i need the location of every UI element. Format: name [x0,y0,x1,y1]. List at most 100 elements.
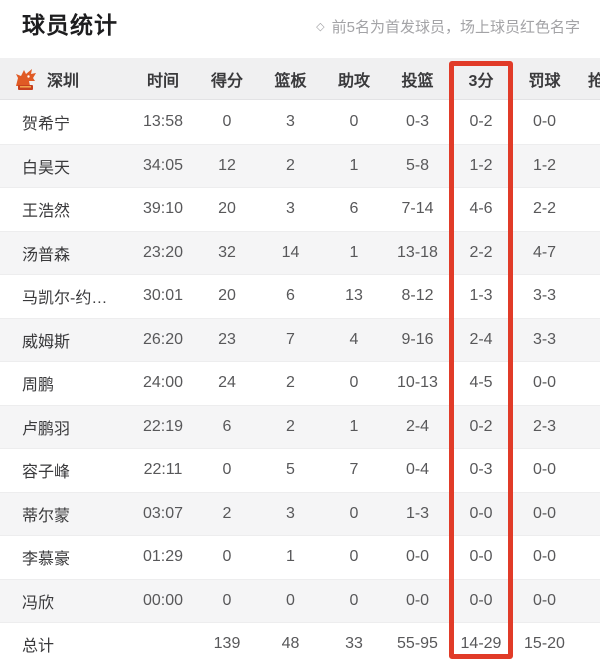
table-row[interactable]: 李慕豪 01:29 0 1 0 0-0 0-0 0-0 [0,535,600,579]
stat-fieldgoals: 2-4 [405,417,430,435]
player-name[interactable]: 冯欣 [22,594,55,612]
page-header: 球员统计 ◇ 前5名为首发球员，场上球员红色名字 [0,0,600,58]
player-name[interactable]: 威姆斯 [22,333,71,351]
page-title: 球员统计 [22,12,118,38]
stat-threes: 2-4 [469,330,493,348]
stat-fieldgoals: 0-4 [405,461,430,479]
stat-threes: 0-0 [469,548,493,566]
stat-assists: 1 [349,243,359,261]
stat-points: 24 [218,374,236,392]
table-row[interactable]: 白昊天 34:05 12 2 1 5-8 1-2 1-2 [0,143,600,187]
stat-rebounds: 2 [286,156,295,174]
note-bullet-icon: ◇ [316,21,325,33]
stat-time: 24:00 [142,374,184,392]
stat-threes: 0-0 [469,591,493,609]
stat-assists: 13 [345,287,363,305]
stat-rebounds: 3 [286,112,295,130]
stat-threes: 4-6 [469,200,493,218]
player-name[interactable]: 白昊天 [22,159,71,177]
stat-time: 00:00 [142,591,184,609]
table-total-row: 总计 139 48 33 55-95 14-29 15-20 [0,622,600,666]
stat-fieldgoals: 9-16 [401,330,434,348]
stat-freethrows: 2-2 [532,200,557,218]
player-name[interactable]: 周鹏 [22,377,55,395]
player-name[interactable]: 容子峰 [22,464,71,482]
stat-points: 0 [222,112,232,130]
table-row[interactable]: 贺希宁 13:58 0 3 0 0-3 0-2 0-0 [0,100,600,144]
table-row[interactable]: 马凯尔-约… 30:01 20 6 13 8-12 1-3 3-3 [0,274,600,318]
stat-freethrows: 0-0 [532,504,557,522]
column-header-freethrows: 罚球 [528,72,561,90]
stat-freethrows: 3-3 [532,330,557,348]
stat-freethrows: 4-7 [532,243,557,261]
stat-freethrows: 0-0 [532,112,557,130]
player-name[interactable]: 蒂尔蒙 [22,507,71,525]
table-row[interactable]: 容子峰 22:11 0 5 7 0-4 0-3 0-0 [0,448,600,492]
stat-points: 139 [213,635,241,653]
stat-points: 0 [222,461,232,479]
stat-fieldgoals: 0-0 [405,591,430,609]
stat-points: 6 [222,417,232,435]
table-row[interactable]: 汤普森 23:20 32 14 1 13-18 2-2 4-7 [0,230,600,274]
stat-assists: 0 [349,548,359,566]
table-body: 贺希宁 13:58 0 3 0 0-3 0-2 0-0 白昊天 34:05 12… [0,100,600,666]
player-name[interactable]: 王浩然 [22,203,71,221]
stat-rebounds: 6 [286,287,295,305]
legend-note-text: 前5名为首发球员，场上球员红色名字 [331,19,580,36]
stat-assists: 6 [349,200,359,218]
stat-fieldgoals: 0-3 [405,112,430,130]
stat-points: 23 [218,330,236,348]
legend-note: ◇ 前5名为首发球员，场上球员红色名字 [316,16,580,37]
stat-fieldgoals: 8-12 [401,287,434,305]
stat-time: 30:01 [142,287,184,305]
stat-freethrows: 15-20 [524,635,565,653]
stat-fieldgoals: 7-14 [401,200,434,218]
table-row[interactable]: 王浩然 39:10 20 3 6 7-14 4-6 2-2 [0,187,600,231]
stat-time: 39:10 [142,200,184,218]
player-name[interactable]: 马凯尔-约… [22,290,108,308]
table-row[interactable]: 卢鹏羽 22:19 6 2 1 2-4 0-2 2-3 [0,404,600,448]
stat-fieldgoals: 13-18 [397,243,438,261]
player-name[interactable]: 总计 [22,638,55,656]
stat-fieldgoals: 55-95 [397,635,438,653]
stat-threes: 14-29 [460,635,502,653]
column-header-fieldgoals: 投篮 [401,72,434,90]
stat-rebounds: 14 [281,243,300,261]
stat-freethrows: 1-2 [532,156,557,174]
column-header-points: 得分 [210,72,243,90]
player-name[interactable]: 卢鹏羽 [22,420,71,438]
table-row[interactable]: 冯欣 00:00 0 0 0 0-0 0-0 0-0 [0,578,600,622]
stat-assists: 0 [349,504,359,522]
column-header-assists: 助攻 [337,72,370,90]
player-name[interactable]: 汤普森 [22,246,71,264]
stat-assists: 4 [349,330,359,348]
stat-assists: 1 [349,417,359,435]
stat-threes: 4-5 [469,374,493,392]
stat-time: 26:20 [142,330,184,348]
stat-rebounds: 2 [286,374,295,392]
table-row[interactable]: 蒂尔蒙 03:07 2 3 0 1-3 0-0 0-0 [0,491,600,535]
stat-time: 23:20 [142,243,184,261]
team-logo-icon [13,66,38,92]
player-name[interactable]: 贺希宁 [22,115,71,133]
stat-freethrows: 0-0 [532,548,557,566]
column-header-time: 时间 [146,72,179,90]
stat-threes: 0-0 [469,504,493,522]
stat-freethrows: 3-3 [532,287,557,305]
table-row[interactable]: 周鹏 24:00 24 2 0 10-13 4-5 0-0 [0,361,600,405]
table-row[interactable]: 威姆斯 26:20 23 7 4 9-16 2-4 3-3 [0,317,600,361]
team-name: 深圳 [47,72,80,90]
player-name[interactable]: 李慕豪 [22,551,71,569]
stat-fieldgoals: 5-8 [405,156,430,174]
column-header-rebounds: 篮板 [274,72,307,90]
stat-freethrows: 2-3 [532,417,557,435]
stat-rebounds: 1 [286,548,295,566]
stat-fieldgoals: 1-3 [405,504,430,522]
stat-threes: 0-2 [469,417,493,435]
team-header-cell[interactable]: 深圳 [0,66,131,92]
stat-rebounds: 0 [286,591,295,609]
stat-threes: 1-2 [469,156,493,174]
column-header-partial: 抢 [588,72,600,90]
stat-rebounds: 7 [286,330,295,348]
